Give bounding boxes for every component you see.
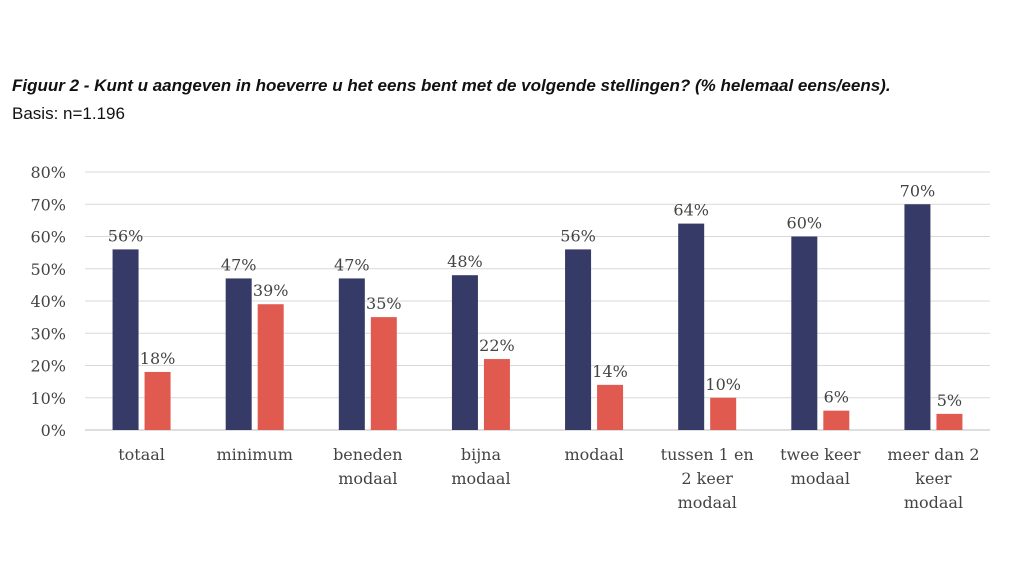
x-category-label: modaal bbox=[791, 469, 850, 488]
x-category-label: bijna bbox=[461, 445, 502, 464]
data-label: 56% bbox=[560, 226, 596, 245]
bar-chart: 0% 10% 20% 30% 40% 50% 60% 70% 80% 56% 18% totaal 47… bbox=[30, 163, 990, 512]
bar-series2 bbox=[144, 371, 171, 430]
y-tick-label: 0% bbox=[41, 421, 66, 440]
data-label: 10% bbox=[705, 375, 741, 394]
x-category-label: 2 keer bbox=[681, 469, 733, 488]
y-tick-label: 40% bbox=[30, 292, 66, 311]
bar-series1 bbox=[112, 249, 139, 430]
bar-series2 bbox=[823, 410, 850, 430]
x-category-label: modaal bbox=[904, 493, 963, 512]
bar-series1 bbox=[338, 278, 365, 430]
bar-series1 bbox=[451, 275, 478, 430]
x-category-label: tussen 1 en bbox=[661, 445, 754, 464]
x-category-label: modaal bbox=[451, 469, 510, 488]
y-tick-label: 70% bbox=[30, 195, 66, 214]
x-category-label: minimum bbox=[217, 445, 293, 464]
chart-subtitle: Basis: n=1.196 bbox=[12, 104, 125, 123]
data-label: 60% bbox=[787, 214, 823, 233]
x-category-label: beneden bbox=[333, 445, 403, 464]
x-category-label: keer bbox=[915, 469, 952, 488]
bar-series2 bbox=[483, 359, 510, 430]
data-label: 47% bbox=[221, 255, 257, 274]
data-label: 18% bbox=[140, 349, 176, 368]
y-tick-label: 10% bbox=[30, 389, 66, 408]
bar-series1 bbox=[225, 278, 252, 430]
data-label: 5% bbox=[937, 391, 962, 410]
bar-series1 bbox=[791, 236, 818, 430]
bar-series2 bbox=[597, 384, 624, 430]
data-label: 39% bbox=[253, 281, 289, 300]
data-label: 64% bbox=[673, 201, 709, 220]
bar-series1 bbox=[904, 204, 931, 430]
data-label: 70% bbox=[900, 181, 936, 200]
x-category-label: twee keer bbox=[780, 445, 861, 464]
data-label: 47% bbox=[334, 255, 370, 274]
y-tick-label: 50% bbox=[30, 260, 66, 279]
y-tick-label: 60% bbox=[30, 228, 66, 247]
bar-series2 bbox=[257, 304, 284, 430]
data-label: 35% bbox=[366, 294, 402, 313]
bar-series2 bbox=[710, 397, 737, 430]
bar-series2 bbox=[936, 413, 963, 430]
y-tick-label: 20% bbox=[30, 357, 66, 376]
data-label: 48% bbox=[447, 252, 483, 271]
data-label: 6% bbox=[824, 388, 849, 407]
bar-series1 bbox=[678, 223, 705, 430]
data-label: 56% bbox=[108, 226, 144, 245]
data-label: 14% bbox=[592, 362, 628, 381]
x-category-label: totaal bbox=[118, 445, 165, 464]
y-tick-label: 80% bbox=[30, 163, 66, 182]
x-category-label: modaal bbox=[678, 493, 737, 512]
x-category-label: meer dan 2 bbox=[887, 445, 979, 464]
x-category-label: modaal bbox=[338, 469, 397, 488]
chart-title: Figuur 2 - Kunt u aangeven in hoeverre u… bbox=[12, 76, 891, 95]
data-label: 22% bbox=[479, 336, 515, 355]
x-category-label: modaal bbox=[564, 445, 623, 464]
bar-series2 bbox=[370, 317, 397, 430]
y-tick-label: 30% bbox=[30, 324, 66, 343]
bar-series1 bbox=[565, 249, 592, 430]
